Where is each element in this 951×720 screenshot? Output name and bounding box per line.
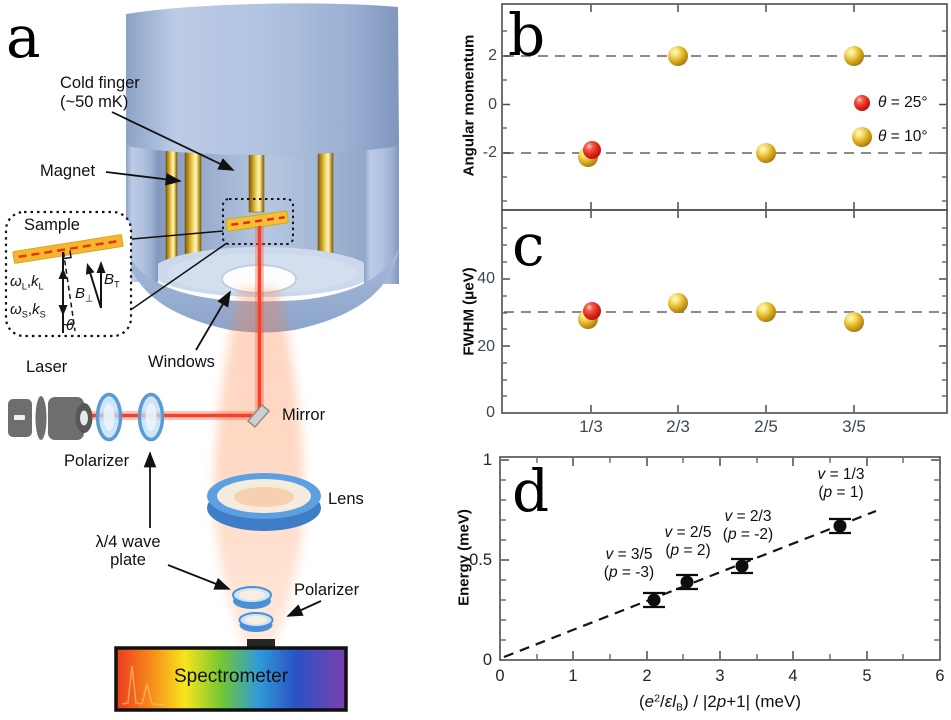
quarter-waveplate-graphic: [232, 586, 272, 609]
magnet-label: Magnet: [40, 162, 96, 180]
sample-inset-graphic: [4, 210, 133, 338]
spectrometer-graphic: [114, 639, 348, 712]
legend-item-red: θ = 25°: [878, 94, 928, 111]
panel-d-xtick: 0: [495, 667, 505, 685]
panel-d-annotation: v = 2/5 (p = 2): [664, 524, 712, 559]
legend-item-gold: θ = 10°: [878, 128, 928, 145]
panel-c-points: [578, 293, 864, 332]
lens-label: Lens: [328, 490, 364, 508]
b-total-label: BT: [104, 271, 120, 290]
panel-d-annotation: v = 3/5 (p = -3): [603, 546, 655, 581]
collection-beam-glow: [214, 289, 304, 646]
panel-b-ytick: 0: [488, 96, 497, 113]
panel-b-ytick: 2: [488, 47, 497, 64]
panel-a-letter: a: [6, 3, 41, 71]
panel-c-xtick: 2/5: [754, 417, 778, 436]
panel-c-ytick: 0: [486, 404, 495, 421]
panel-d-axes: [499, 456, 941, 661]
theta-label: θ: [66, 317, 75, 334]
sample-inset-title: Sample: [24, 216, 80, 234]
panel-d-points: [643, 517, 851, 609]
panel-d-xtick: 2: [642, 667, 652, 685]
polarizer-bottom-graphic: [238, 612, 274, 632]
panel-c-letter: c: [512, 211, 545, 279]
panel-b-legend-markers: [852, 95, 872, 147]
omega-scattered-label: ωS,kS: [10, 301, 46, 320]
panel-c-xtick: 1/3: [579, 417, 603, 436]
panel-c-ytick: 20: [477, 338, 495, 355]
panel-c-ylabel: FWHM (μeV): [460, 267, 478, 356]
panel-d-annotation: v = 2/3 (p = -2): [722, 508, 774, 543]
panel-d-annotation: v = 1/3 (p = 1): [817, 466, 865, 501]
quarter-wave-label-line1: λ/4 wave: [95, 533, 161, 551]
panel-d-xtick: 4: [788, 667, 798, 685]
polarizer-disc-graphic: [95, 392, 123, 442]
panel-d-xtick: 6: [935, 667, 945, 685]
panel-c-ytick: 40: [477, 270, 495, 287]
lens-graphic: [207, 473, 321, 531]
waveplate-disc-graphic: [137, 392, 165, 442]
panel-c-xtick: 3/5: [842, 417, 866, 436]
panel-d-xlabel: (e2/εlB) / |2p+1| (meV): [638, 692, 801, 714]
cold-finger-label: Cold finger (~50 mK): [60, 74, 140, 111]
polarizer-top-label: Polarizer: [64, 452, 130, 470]
laser-device: [8, 396, 93, 440]
panel-d-xtick: 1: [568, 667, 578, 685]
spectrometer-label: Spectrometer: [173, 666, 289, 687]
panel-d-xtick: 5: [862, 667, 872, 685]
quarter-wave-label-line2: plate: [110, 551, 146, 569]
b-perp-label: B⊥: [75, 285, 94, 304]
mirror-graphic: [246, 403, 271, 429]
mirror-label: Mirror: [282, 406, 326, 424]
windows-label: Windows: [148, 353, 215, 371]
panel-b-letter: b: [508, 1, 546, 69]
panel-c-axes: [501, 209, 948, 414]
panel-d-letter: d: [512, 457, 550, 525]
panel-d-ytick: 0.5: [469, 551, 492, 569]
panel-b-points: [578, 46, 864, 167]
polarizer-bottom-label: Polarizer: [294, 581, 360, 599]
laser-label: Laser: [26, 358, 68, 376]
panel-d-ytick: 1: [482, 451, 492, 469]
panel-d-xtick: 3: [715, 667, 725, 685]
panel-d-ytick: 0: [482, 651, 492, 669]
panel-c-xtick: 2/3: [666, 417, 690, 436]
annotation-arrows: [105, 111, 322, 617]
panel-b-ytick: -2: [482, 144, 497, 161]
omega-laser-label: ωL,kL: [10, 273, 44, 292]
